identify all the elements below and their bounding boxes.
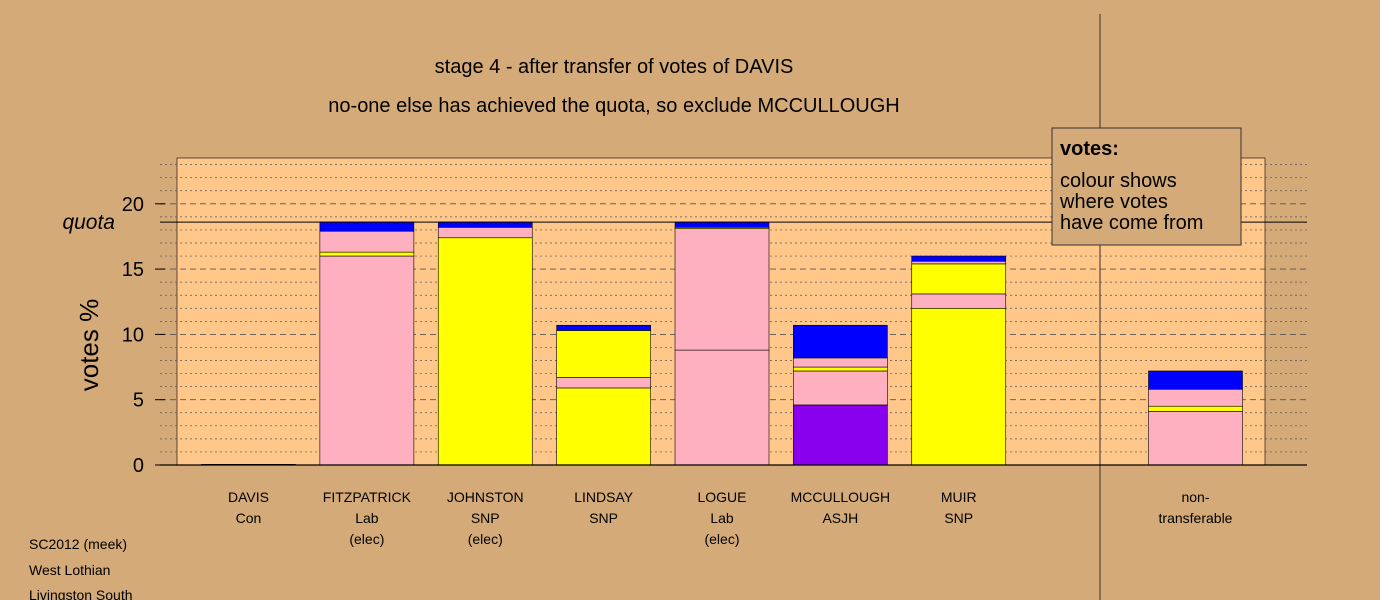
category-label: SNP <box>589 510 618 526</box>
bar-segment <box>319 255 415 466</box>
footer: SC2012 (meek) West Lothian Livingston So… <box>29 536 133 600</box>
bar-segment <box>437 227 533 239</box>
bars <box>201 221 1243 466</box>
category-label: (elec) <box>704 531 739 547</box>
chart-subtitle: no-one else has achieved the quota, so e… <box>328 95 899 117</box>
category-label: Con <box>236 510 262 526</box>
legend-line: have come from <box>1060 212 1203 234</box>
legend-box <box>1051 127 1242 246</box>
bar-segment <box>319 221 415 232</box>
bar-segment <box>319 230 415 253</box>
bar-segment <box>793 404 888 466</box>
footer-ward: Livingston South <box>29 587 133 600</box>
category-label: DAVIS <box>228 489 269 505</box>
y-tick-label: 20 <box>122 194 144 216</box>
category-labels: DAVIS Con FITZPATRICK Lab (elec) JOHNSTON SNP (… <box>228 489 1233 547</box>
y-tick-label: 15 <box>122 259 144 281</box>
legend-line: where votes <box>1059 191 1168 213</box>
bar-segment <box>437 221 533 228</box>
category-label: SNP <box>944 510 973 526</box>
y-tick-label: 10 <box>122 324 144 346</box>
y-axis-label: votes % <box>74 299 104 392</box>
bar-segment <box>911 260 1007 265</box>
category-label: JOHNSTON <box>447 489 524 505</box>
bar-segment <box>556 324 651 331</box>
legend-title: votes: <box>1060 138 1119 160</box>
category-label: FITZPATRICK <box>323 489 412 505</box>
footer-council: West Lothian <box>29 562 110 578</box>
quota-label: quota <box>62 211 115 234</box>
category-label: transferable <box>1159 510 1233 526</box>
bar-segment <box>674 349 770 466</box>
chart-title: stage 4 - after transfer of votes of DAV… <box>435 56 794 78</box>
bar-segment <box>674 228 770 351</box>
bar-segment <box>911 293 1007 309</box>
category-label: Lab <box>710 510 734 526</box>
footer-election: SC2012 (meek) <box>29 536 127 552</box>
bar-segment <box>911 255 1007 262</box>
category-label: ASJH <box>822 510 858 526</box>
category-label: LOGUE <box>697 489 746 505</box>
category-label: MUIR <box>941 489 977 505</box>
y-tick-label: 0 <box>133 455 144 477</box>
bar-segment <box>793 370 888 406</box>
bar-segment <box>1148 370 1243 390</box>
category-label: (elec) <box>349 531 384 547</box>
bar-segment <box>556 387 651 466</box>
category-label: Lab <box>355 510 379 526</box>
category-label: SNP <box>471 510 500 526</box>
category-label: LINDSAY <box>574 489 634 505</box>
bar-segment <box>911 307 1007 466</box>
bar-segment <box>1148 411 1243 466</box>
bar-segment <box>793 357 888 368</box>
legend: votes: colour shows where votes have com… <box>1051 127 1242 246</box>
bar-segment <box>911 263 1007 295</box>
legend-line: colour shows <box>1060 170 1177 192</box>
bar-segment <box>793 366 888 372</box>
bar-segment <box>793 324 888 359</box>
bar-segment <box>1148 388 1243 407</box>
category-label: MCCULLOUGH <box>791 489 891 505</box>
bar-segment <box>556 377 651 389</box>
category-label: non- <box>1181 489 1209 505</box>
y-axis: 0 5 10 15 20 <box>122 194 165 477</box>
category-label: (elec) <box>468 531 503 547</box>
bar-segment <box>556 330 651 378</box>
bar-segment <box>319 251 415 257</box>
y-tick-label: 5 <box>133 390 144 412</box>
bar-segment <box>1148 405 1243 412</box>
bar-segment <box>674 221 770 228</box>
bar-segment <box>437 237 533 466</box>
